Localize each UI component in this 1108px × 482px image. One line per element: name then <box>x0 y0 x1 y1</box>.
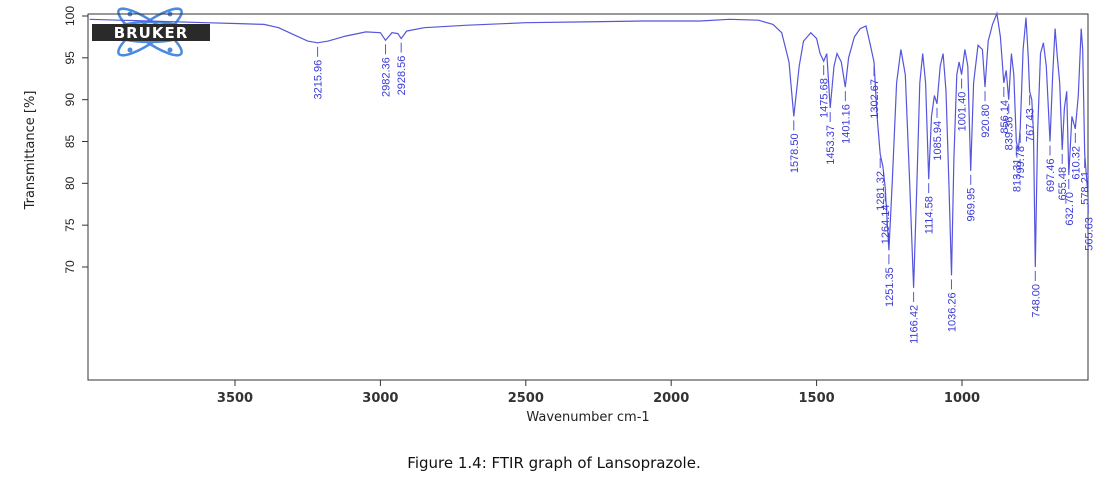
logo-text: BRUKER <box>114 24 189 42</box>
peak-label: 1036.26 <box>946 292 958 332</box>
y-tick-label: 90 <box>63 93 77 107</box>
peak-label: 1166.42 <box>909 305 921 344</box>
peak-label: 3215.96 <box>313 60 325 100</box>
peak-labels: 3215.96 2982.36 2928.56 1578.50 1475.68 1453.… <box>313 42 1095 344</box>
peak-label: 655.48 <box>1057 167 1069 201</box>
peak-label: 1114.58 <box>924 196 936 234</box>
bruker-logo: BRUKER <box>92 7 210 57</box>
x-axis-label: Wavenumber cm-1 <box>526 410 649 425</box>
y-axis: 100 95 90 85 80 75 70 <box>63 6 88 274</box>
peak-label: 697.46 <box>1045 159 1057 193</box>
peak-label: 578.21 <box>1080 171 1092 205</box>
peak-label: 565.63 <box>1083 217 1095 251</box>
peak-label: 839.36 <box>1004 117 1016 151</box>
spectrum-series <box>89 11 1088 288</box>
peak-label: 610.32 <box>1070 146 1082 180</box>
x-tick-label: 2000 <box>653 391 689 406</box>
x-tick-label: 1500 <box>799 391 835 406</box>
peak-label: 1453.37 <box>825 125 837 165</box>
x-tick-label: 3500 <box>217 391 253 406</box>
y-axis-label: Transmittance [%] <box>23 91 38 211</box>
y-tick-label: 95 <box>63 51 77 65</box>
peak-label: 2928.56 <box>396 56 408 96</box>
y-tick-label: 70 <box>63 260 77 274</box>
y-tick-label: 80 <box>63 176 77 190</box>
peak-label: 748.00 <box>1030 284 1042 318</box>
peak-label: 1251.35 <box>884 267 896 307</box>
y-tick-label: 85 <box>63 135 77 149</box>
peak-label: 767.43 <box>1025 108 1037 142</box>
figure-caption: Figure 1.4: FTIR graph of Lansoprazole. <box>407 454 701 472</box>
peak-label: 1475.68 <box>819 78 831 118</box>
peak-label: 1302.67 <box>869 79 881 119</box>
peak-label: 632.70 <box>1064 192 1076 226</box>
peak-label: 2982.36 <box>381 57 393 97</box>
x-tick-label: 2500 <box>508 391 544 406</box>
plot-area <box>87 13 1089 381</box>
x-tick-label: 3000 <box>362 391 398 406</box>
ftir-chart: BRUKER 100 95 90 85 80 75 70 3500 3000 2500 2000 1… <box>23 6 1095 425</box>
peak-label: 920.80 <box>980 104 992 138</box>
peak-label: 1281.32 <box>875 171 887 211</box>
x-tick-label: 1000 <box>944 391 980 406</box>
peak-label: 799.78 <box>1015 146 1027 180</box>
peak-label: 969.95 <box>966 188 978 222</box>
peak-label: 813.31 <box>1011 159 1023 193</box>
y-tick-label: 100 <box>63 6 77 26</box>
peak-label: 1401.16 <box>840 104 852 144</box>
peak-label: 856.14 <box>999 100 1011 134</box>
peak-label: 1578.50 <box>789 133 801 173</box>
y-tick-label: 75 <box>63 218 77 232</box>
peak-label: 1264.14 <box>880 205 892 245</box>
spectrum-line <box>89 11 1088 288</box>
peak-label: 1001.40 <box>957 92 969 132</box>
peak-label: 1085.94 <box>932 121 944 161</box>
x-axis: 3500 3000 2500 2000 1500 1000 <box>217 380 980 406</box>
